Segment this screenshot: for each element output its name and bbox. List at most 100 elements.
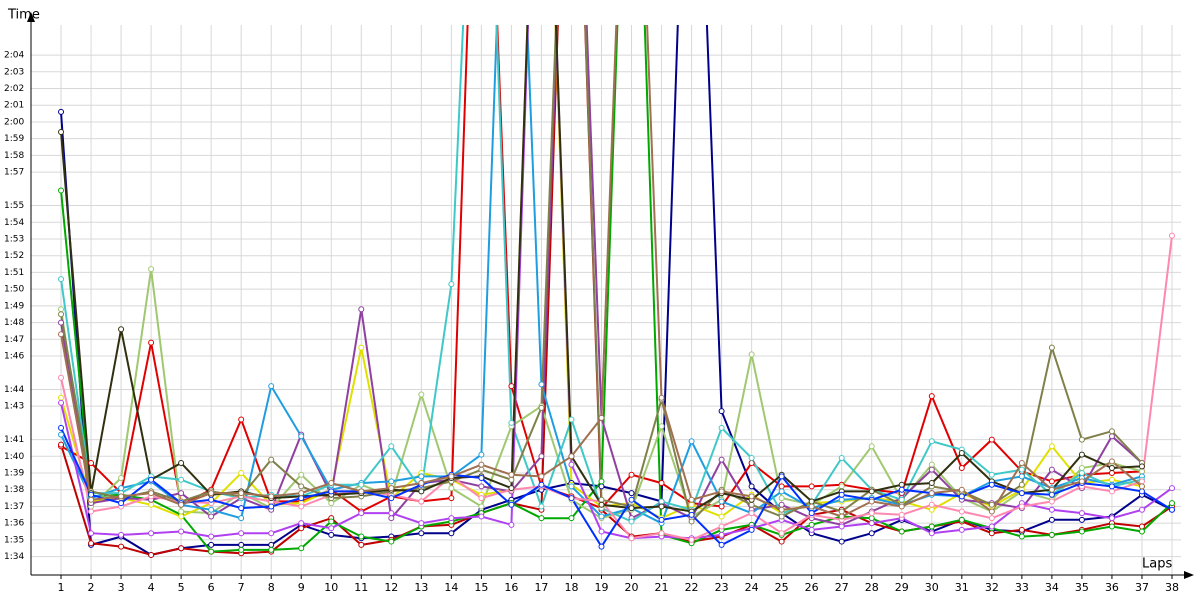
y-tick-label: 2:03 [4, 67, 24, 77]
point [178, 459, 185, 466]
point [478, 503, 485, 510]
point [268, 383, 275, 390]
point [598, 496, 605, 503]
point [508, 383, 515, 390]
point [1048, 531, 1055, 538]
point [568, 495, 575, 502]
point [958, 449, 965, 456]
y-tick-label: 1:57 [4, 168, 24, 178]
point [238, 515, 245, 522]
x-tick-label: 14 [444, 581, 458, 594]
x-tick-label: 27 [835, 581, 849, 594]
point [478, 461, 485, 468]
point [148, 266, 155, 273]
point [718, 408, 725, 415]
point [688, 518, 695, 525]
point [928, 523, 935, 530]
point [1138, 506, 1145, 513]
point [508, 471, 515, 478]
point [1108, 488, 1115, 495]
x-tick-label: 30 [925, 581, 939, 594]
point [748, 459, 755, 466]
point [388, 478, 395, 485]
point [58, 108, 65, 115]
point [58, 276, 65, 283]
point [598, 513, 605, 520]
point [1168, 500, 1175, 507]
point [838, 513, 845, 520]
point [1138, 468, 1145, 475]
y-tick-label: 1:55 [4, 201, 24, 211]
point [808, 521, 815, 528]
point [688, 511, 695, 518]
x-tick-label: 8 [268, 581, 275, 594]
x-tick-label: 16 [504, 581, 518, 594]
point [1108, 428, 1115, 435]
point [1108, 470, 1115, 477]
x-tick-label: 25 [775, 581, 789, 594]
point [1018, 533, 1025, 540]
point [238, 530, 245, 537]
point [1048, 498, 1055, 505]
point [628, 505, 635, 512]
point [478, 483, 485, 490]
y-tick-label: 1:46 [4, 352, 24, 362]
x-tick-label: 34 [1045, 581, 1059, 594]
point [598, 483, 605, 490]
point [838, 508, 845, 515]
point [238, 541, 245, 548]
point [448, 495, 455, 502]
point [418, 488, 425, 495]
point [58, 441, 65, 448]
x-tick-label: 33 [1015, 581, 1029, 594]
point [118, 500, 125, 507]
x-tick-label: 29 [895, 581, 909, 594]
point [298, 503, 305, 510]
point [448, 530, 455, 537]
point [868, 488, 875, 495]
point [328, 531, 335, 538]
point [598, 478, 605, 485]
x-tick-label: 13 [414, 581, 428, 594]
point [928, 501, 935, 508]
point [448, 485, 455, 492]
point [88, 496, 95, 503]
point [298, 495, 305, 502]
x-tick-label: 4 [148, 581, 155, 594]
x-tick-label: 15 [474, 581, 488, 594]
point [928, 438, 935, 445]
y-tick-label: 1:41 [4, 435, 24, 445]
point [868, 510, 875, 517]
point [958, 486, 965, 493]
point [1018, 526, 1025, 533]
point [538, 473, 545, 480]
point [298, 520, 305, 527]
point [778, 495, 785, 502]
point [118, 493, 125, 500]
point [838, 491, 845, 498]
point [988, 481, 995, 488]
y-tick-label: 1:44 [4, 385, 24, 395]
point [268, 456, 275, 463]
point [388, 443, 395, 450]
point [838, 496, 845, 503]
point [208, 533, 215, 540]
point [568, 453, 575, 460]
point [748, 526, 755, 533]
point [58, 319, 65, 326]
point [838, 523, 845, 530]
point [538, 481, 545, 488]
point [718, 424, 725, 431]
point [598, 543, 605, 550]
plot-area [58, 25, 1175, 558]
point [88, 491, 95, 498]
point [298, 471, 305, 478]
point [1048, 506, 1055, 513]
point [898, 528, 905, 535]
point [1108, 483, 1115, 490]
point [958, 493, 965, 500]
point [868, 520, 875, 527]
point [328, 480, 335, 487]
x-axis-label: Laps [1142, 557, 1172, 572]
y-tick-label: 1:49 [4, 301, 24, 311]
